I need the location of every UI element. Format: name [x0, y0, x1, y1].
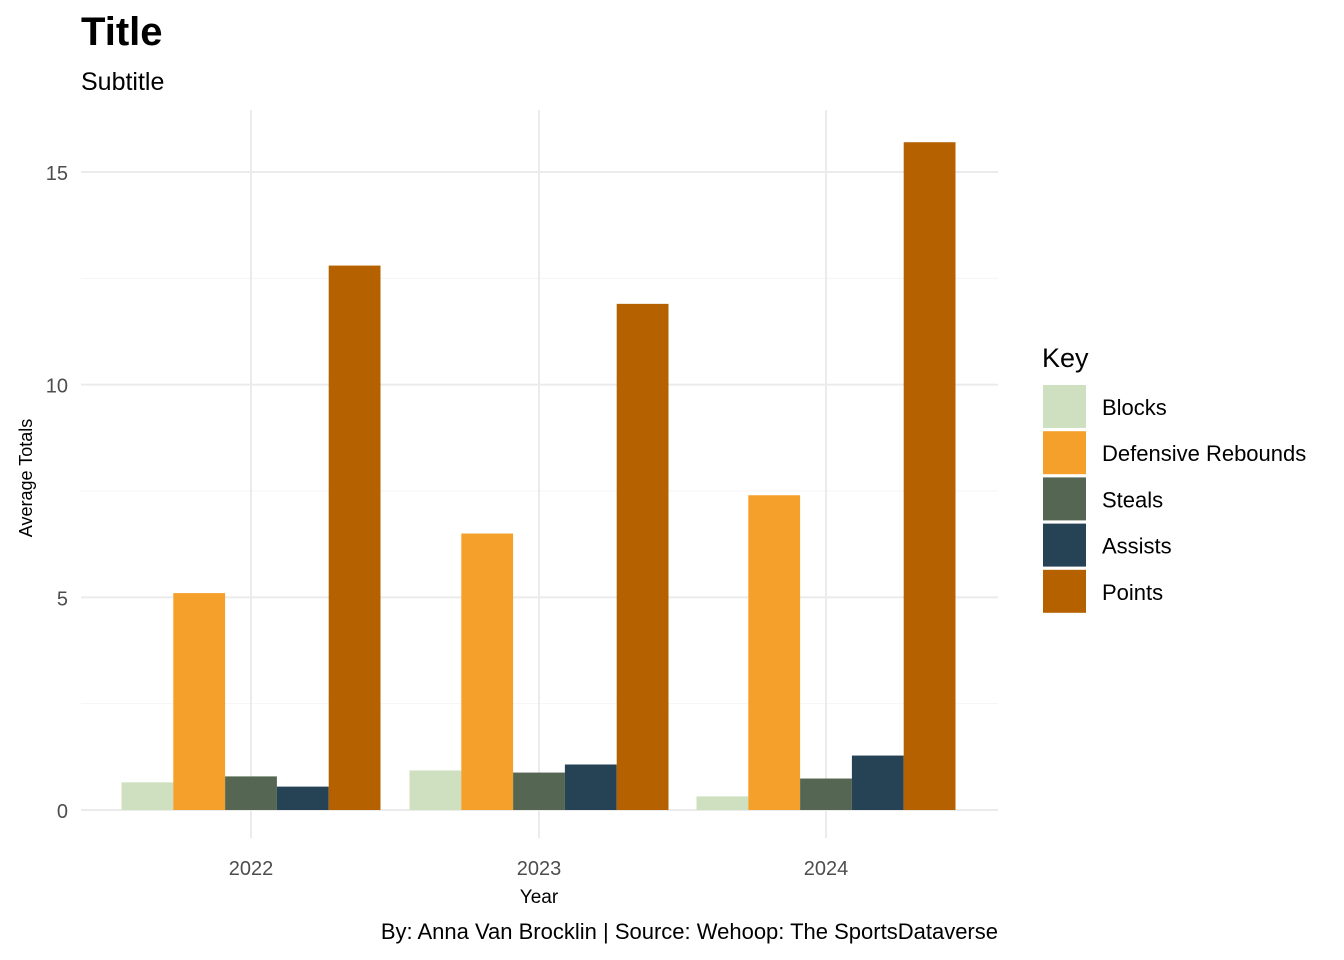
legend-label: Blocks [1102, 395, 1167, 420]
legend-key-steals [1043, 477, 1086, 521]
bar-defensive-rebounds-2022 [173, 593, 226, 810]
legend-label: Assists [1102, 534, 1172, 559]
legend-label: Steals [1102, 487, 1163, 512]
legend-title: Key [1042, 343, 1089, 373]
y-tick-label: 5 [57, 588, 68, 610]
y-axis-label: Average Totals [16, 419, 36, 537]
legend-key-points [1043, 569, 1086, 613]
x-tick-label: 2023 [517, 858, 562, 880]
bar-assists-2022 [276, 786, 329, 810]
bar-assists-2023 [564, 764, 617, 810]
legend-label: Defensive Rebounds [1102, 441, 1306, 466]
chart-title: Title [81, 10, 163, 54]
chart-caption: By: Anna Van Brocklin | Source: Wehoop: … [380, 919, 998, 944]
legend: Key Blocks Defensive Rebounds Steals Assist… [1042, 343, 1306, 613]
bar-steals-2023 [513, 772, 565, 810]
bar-points-2022 [328, 265, 381, 810]
y-tick-label: 10 [46, 376, 68, 398]
legend-key-blocks [1043, 385, 1086, 428]
legend-label: Points [1102, 580, 1163, 605]
bar-blocks-2024 [696, 796, 749, 810]
legend-key-defensive-rebounds [1043, 431, 1086, 475]
legend-key-assists [1043, 523, 1086, 567]
bar-blocks-2023 [409, 770, 462, 810]
y-tick-label: 0 [57, 801, 68, 823]
bar-points-2024 [903, 142, 956, 810]
y-tick-labels: 0 5 10 15 [46, 163, 68, 823]
chart-subtitle: Subtitle [81, 68, 165, 96]
bar-points-2023 [616, 303, 669, 810]
bar-defensive-rebounds-2023 [461, 533, 514, 810]
x-axis-label: Year [520, 887, 559, 908]
bar-steals-2024 [800, 778, 852, 810]
bars [121, 142, 956, 810]
bar-blocks-2022 [121, 782, 174, 810]
bar-steals-2022 [225, 776, 277, 810]
x-tick-labels: 2022 2023 2024 [229, 858, 849, 880]
bar-assists-2024 [851, 755, 904, 810]
y-tick-label: 15 [46, 163, 68, 185]
x-tick-label: 2024 [804, 858, 849, 880]
bar-defensive-rebounds-2024 [748, 495, 801, 810]
x-tick-label: 2022 [229, 858, 274, 880]
